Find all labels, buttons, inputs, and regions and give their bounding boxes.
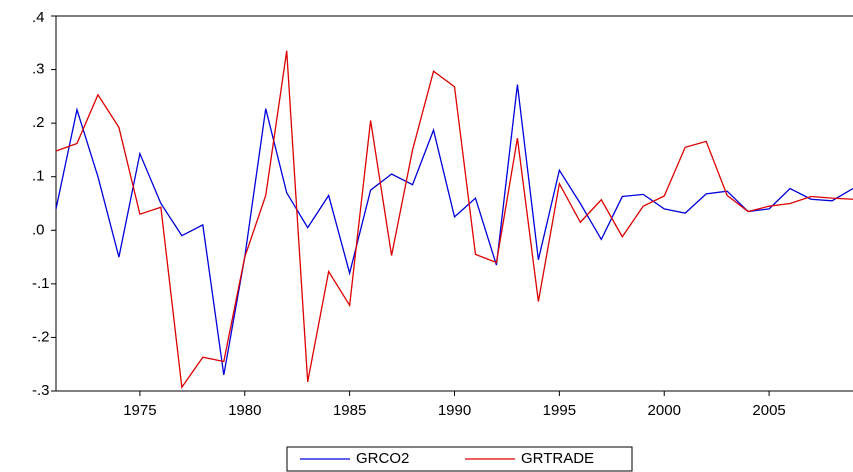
x-tick-label: 1985 — [333, 402, 366, 419]
x-tick-label: 1990 — [438, 402, 471, 419]
x-tick-label: 1995 — [543, 402, 576, 419]
y-tick-label: .1 — [32, 168, 45, 185]
y-tick-label: .3 — [32, 61, 45, 78]
y-tick-label: -.1 — [32, 275, 50, 292]
legend-label: GRTRADE — [521, 450, 594, 467]
x-tick-label: 1975 — [123, 402, 156, 419]
y-tick-label: .0 — [32, 221, 45, 238]
legend-label: GRCO2 — [356, 450, 409, 467]
y-tick-label: -.2 — [32, 328, 50, 345]
x-tick-label: 2005 — [752, 402, 785, 419]
y-tick-label: .2 — [32, 114, 45, 131]
series-line — [55, 50, 853, 390]
series-line — [55, 84, 853, 376]
x-tick-label: 1980 — [228, 402, 261, 419]
y-tick-label: .4 — [32, 9, 45, 26]
y-tick-label: -.3 — [32, 382, 50, 399]
x-tick-label: 2000 — [648, 402, 681, 419]
